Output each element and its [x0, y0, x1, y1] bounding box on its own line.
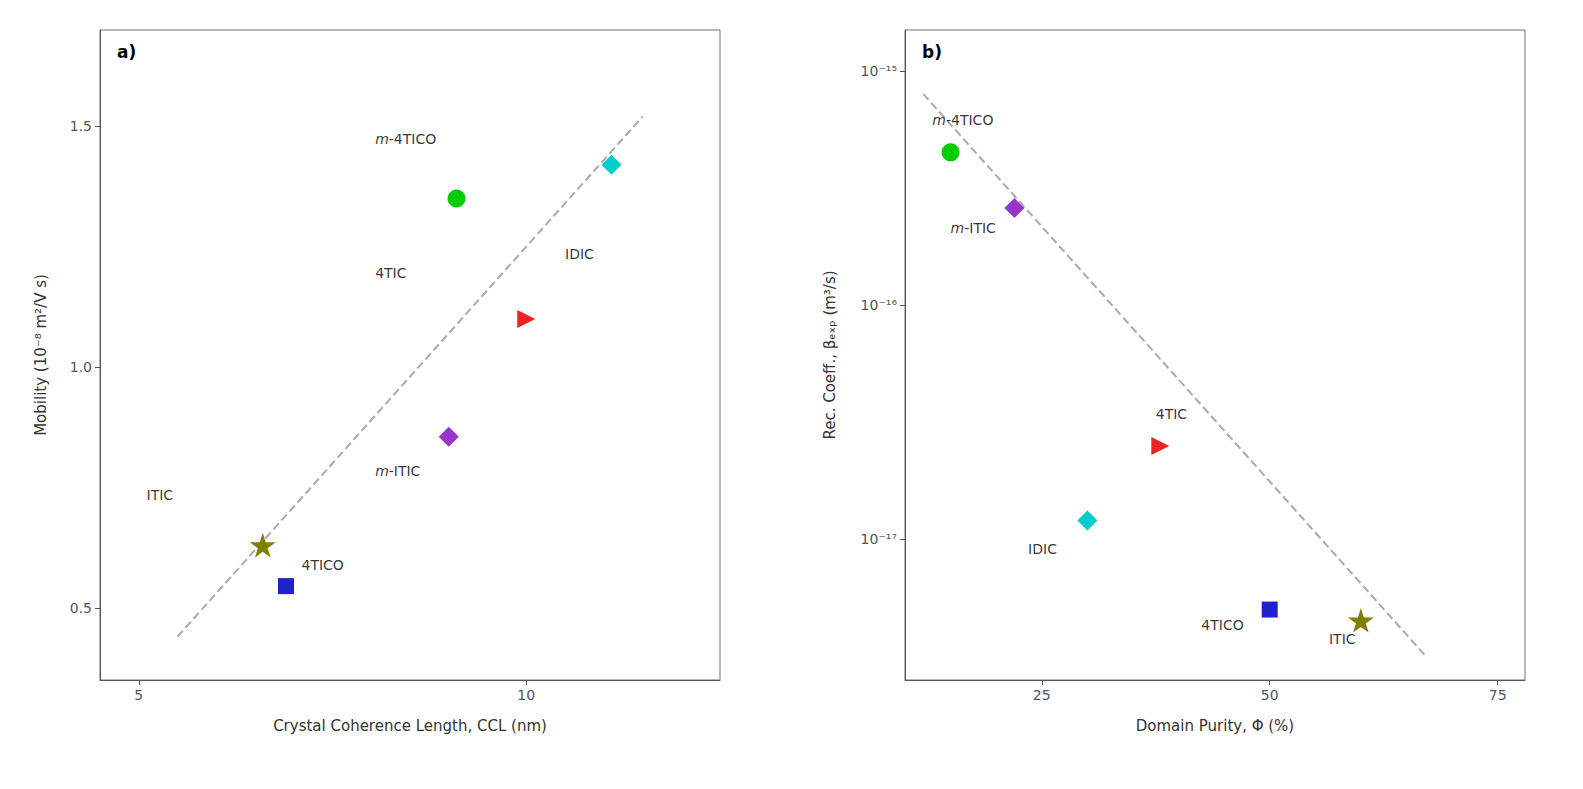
svg-text:ITIC: ITIC: [1329, 631, 1356, 647]
svg-text:Rec. Coeff., βₑₓₚ (m³/s): Rec. Coeff., βₑₓₚ (m³/s): [821, 270, 839, 439]
svg-text:-ITIC: -ITIC: [389, 463, 421, 479]
svg-text:1.5: 1.5: [70, 118, 92, 134]
svg-text:IDIC: IDIC: [565, 246, 594, 262]
svg-text:b): b): [922, 42, 942, 62]
svg-text:-4TICO: -4TICO: [946, 112, 993, 128]
svg-text:m: m: [375, 463, 389, 479]
svg-text:1.0: 1.0: [70, 359, 92, 375]
svg-text:4TIC: 4TIC: [1156, 406, 1188, 422]
svg-text:25: 25: [1033, 687, 1051, 703]
svg-text:10⁻¹⁶: 10⁻¹⁶: [861, 297, 898, 313]
svg-text:4TIC: 4TIC: [375, 265, 407, 281]
svg-text:Crystal Coherence Length, CCL: Crystal Coherence Length, CCL (nm): [273, 717, 547, 735]
svg-text:0.5: 0.5: [70, 600, 92, 616]
svg-text:4TICO: 4TICO: [1201, 617, 1243, 633]
svg-text:4TICO: 4TICO: [302, 557, 344, 573]
svg-text:m: m: [375, 131, 389, 147]
svg-text:IDIC: IDIC: [1028, 541, 1057, 557]
svg-text:10⁻¹⁵: 10⁻¹⁵: [861, 63, 897, 79]
svg-text:75: 75: [1489, 687, 1507, 703]
svg-text:ITIC: ITIC: [147, 487, 174, 503]
svg-text:Domain Purity, Φ (%): Domain Purity, Φ (%): [1136, 717, 1294, 735]
svg-text:10⁻¹⁷: 10⁻¹⁷: [861, 531, 897, 547]
svg-text:m: m: [951, 220, 965, 236]
svg-text:-4TICO: -4TICO: [389, 131, 436, 147]
svg-text:a): a): [117, 42, 136, 62]
svg-text:-ITIC: -ITIC: [964, 220, 996, 236]
svg-text:50: 50: [1261, 687, 1279, 703]
svg-text:m: m: [932, 112, 946, 128]
svg-text:5: 5: [134, 687, 143, 703]
svg-text:10: 10: [517, 687, 535, 703]
svg-text:Mobility (10⁻⁸ m²/V s): Mobility (10⁻⁸ m²/V s): [32, 274, 50, 436]
